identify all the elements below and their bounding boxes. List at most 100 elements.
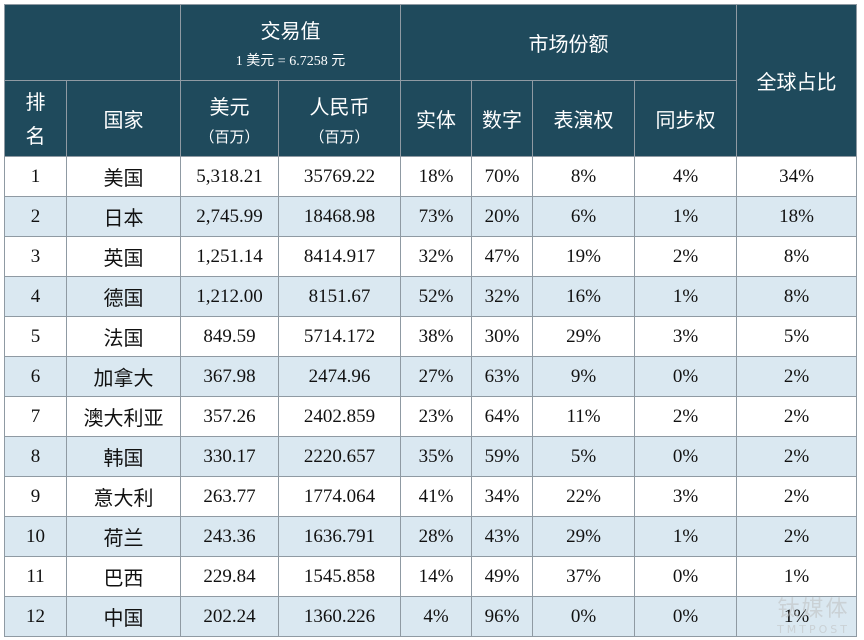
physical-cell: 23%: [400, 396, 472, 437]
header-rmb: 人民币 （百万）: [278, 80, 401, 157]
performance-cell: 11%: [532, 396, 635, 437]
sync-cell: 3%: [634, 476, 737, 517]
digital-cell: 32%: [471, 276, 533, 317]
trade-value-label: 交易值: [260, 19, 321, 43]
global-share-cell: 2%: [736, 396, 857, 437]
global-share-cell: 2%: [736, 436, 857, 477]
table-row: 1 美国 5,318.21 35769.22 18% 70% 8% 4% 34%: [4, 156, 857, 197]
country-cell: 荷兰: [66, 516, 181, 557]
physical-cell: 32%: [400, 236, 472, 277]
sync-cell: 0%: [634, 436, 737, 477]
rank-cell: 7: [4, 396, 67, 437]
sync-cell: 1%: [634, 516, 737, 557]
performance-cell: 8%: [532, 156, 635, 197]
header-rank: 排 名: [4, 80, 67, 157]
usd-cell: 243.36: [180, 516, 279, 557]
physical-cell: 41%: [400, 476, 472, 517]
table-row: 3 英国 1,251.14 8414.917 32% 47% 19% 2% 8%: [4, 236, 857, 277]
usd-unit: （百万）: [199, 127, 260, 146]
table-row: 11 巴西 229.84 1545.858 14% 49% 37% 0% 1%: [4, 556, 857, 597]
performance-cell: 19%: [532, 236, 635, 277]
digital-cell: 34%: [471, 476, 533, 517]
rank-cell: 10: [4, 516, 67, 557]
rank-cell: 6: [4, 356, 67, 397]
rank-cell: 8: [4, 436, 67, 477]
physical-cell: 35%: [400, 436, 472, 477]
performance-cell: 5%: [532, 436, 635, 477]
global-share-cell: 18%: [736, 196, 857, 237]
rank-cell: 9: [4, 476, 67, 517]
global-share-cell: 34%: [736, 156, 857, 197]
physical-cell: 52%: [400, 276, 472, 317]
global-share-cell: 2%: [736, 476, 857, 517]
digital-cell: 64%: [471, 396, 533, 437]
global-share-cell: 5%: [736, 316, 857, 357]
sync-cell: 2%: [634, 236, 737, 277]
digital-cell: 20%: [471, 196, 533, 237]
physical-cell: 73%: [400, 196, 472, 237]
digital-cell: 63%: [471, 356, 533, 397]
physical-cell: 38%: [400, 316, 472, 357]
header-empty-cell: [4, 4, 181, 81]
usd-cell: 357.26: [180, 396, 279, 437]
country-cell: 法国: [66, 316, 181, 357]
header-country: 国家: [66, 80, 181, 157]
rmb-cell: 1360.226: [278, 596, 401, 637]
performance-cell: 29%: [532, 516, 635, 557]
rmb-label: 人民币: [309, 94, 370, 119]
digital-cell: 96%: [471, 596, 533, 637]
music-market-table: 交易值 1 美元 = 6.7258 元 市场份额 全球占比 排 名 国家 美元 …: [4, 4, 857, 637]
table-container: 交易值 1 美元 = 6.7258 元 市场份额 全球占比 排 名 国家 美元 …: [4, 4, 857, 637]
physical-cell: 27%: [400, 356, 472, 397]
exchange-rate-label: 1 美元 = 6.7258 元: [235, 54, 346, 69]
sync-cell: 2%: [634, 396, 737, 437]
header-global-share: 全球占比: [736, 4, 857, 157]
header-trade-value: 交易值 1 美元 = 6.7258 元: [180, 4, 401, 81]
sync-cell: 1%: [634, 196, 737, 237]
header-digital: 数字: [471, 80, 533, 157]
country-cell: 韩国: [66, 436, 181, 477]
rmb-cell: 1636.791: [278, 516, 401, 557]
rank-cell: 4: [4, 276, 67, 317]
rmb-cell: 5714.172: [278, 316, 401, 357]
usd-cell: 2,745.99: [180, 196, 279, 237]
performance-cell: 6%: [532, 196, 635, 237]
table-row: 10 荷兰 243.36 1636.791 28% 43% 29% 1% 2%: [4, 516, 857, 557]
table-body: 1 美国 5,318.21 35769.22 18% 70% 8% 4% 34% 2 日本 2,745…: [4, 156, 857, 637]
rank-cell: 1: [4, 156, 67, 197]
performance-cell: 22%: [532, 476, 635, 517]
performance-cell: 29%: [532, 316, 635, 357]
usd-label: 美元: [209, 94, 250, 119]
country-cell: 英国: [66, 236, 181, 277]
country-cell: 巴西: [66, 556, 181, 597]
global-share-cell: 2%: [736, 356, 857, 397]
rmb-cell: 1545.858: [278, 556, 401, 597]
sync-cell: 3%: [634, 316, 737, 357]
country-cell: 加拿大: [66, 356, 181, 397]
performance-cell: 37%: [532, 556, 635, 597]
country-cell: 澳大利亚: [66, 396, 181, 437]
performance-cell: 16%: [532, 276, 635, 317]
country-cell: 德国: [66, 276, 181, 317]
sync-cell: 4%: [634, 156, 737, 197]
usd-cell: 330.17: [180, 436, 279, 477]
digital-cell: 47%: [471, 236, 533, 277]
country-cell: 意大利: [66, 476, 181, 517]
usd-cell: 202.24: [180, 596, 279, 637]
header-usd: 美元 （百万）: [180, 80, 279, 157]
usd-cell: 849.59: [180, 316, 279, 357]
global-share-cell: 1%: [736, 556, 857, 597]
rmb-cell: 35769.22: [278, 156, 401, 197]
physical-cell: 28%: [400, 516, 472, 557]
table-row: 5 法国 849.59 5714.172 38% 30% 29% 3% 5%: [4, 316, 857, 357]
rmb-cell: 2474.96: [278, 356, 401, 397]
digital-cell: 59%: [471, 436, 533, 477]
digital-cell: 49%: [471, 556, 533, 597]
physical-cell: 14%: [400, 556, 472, 597]
rmb-cell: 8414.917: [278, 236, 401, 277]
header-market-share: 市场份额: [400, 4, 737, 81]
country-cell: 中国: [66, 596, 181, 637]
performance-cell: 9%: [532, 356, 635, 397]
global-share-cell: 1%: [736, 596, 857, 637]
table-header: 交易值 1 美元 = 6.7258 元 市场份额 全球占比 排 名 国家 美元 …: [4, 4, 857, 157]
